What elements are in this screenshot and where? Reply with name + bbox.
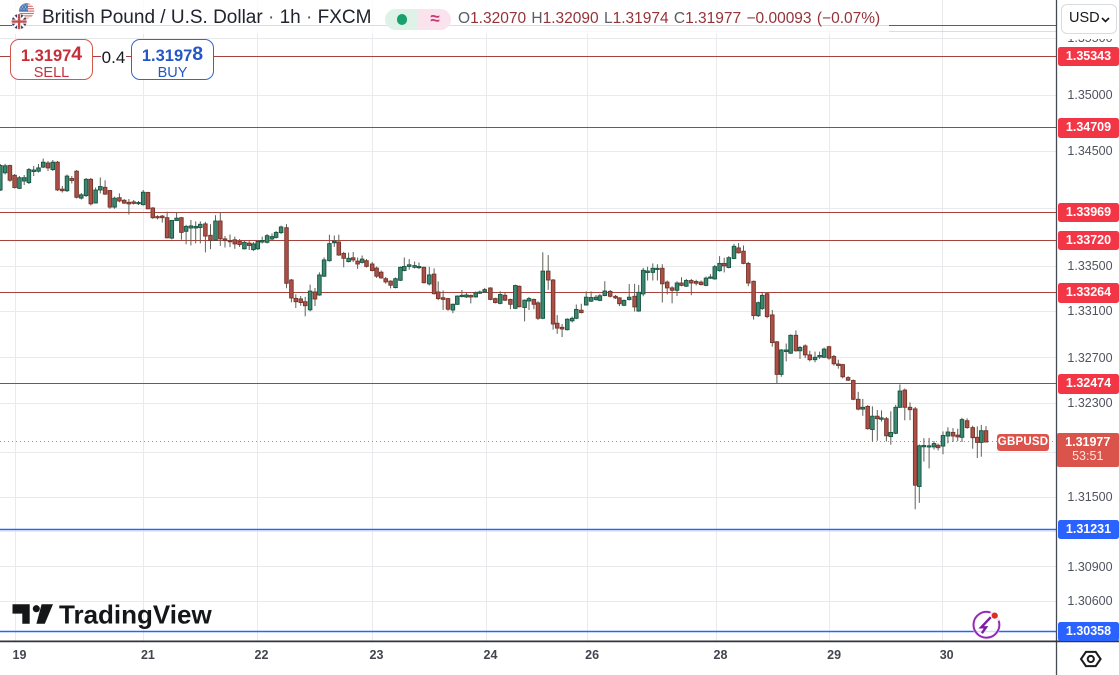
svg-text:TradingView: TradingView (59, 599, 212, 629)
